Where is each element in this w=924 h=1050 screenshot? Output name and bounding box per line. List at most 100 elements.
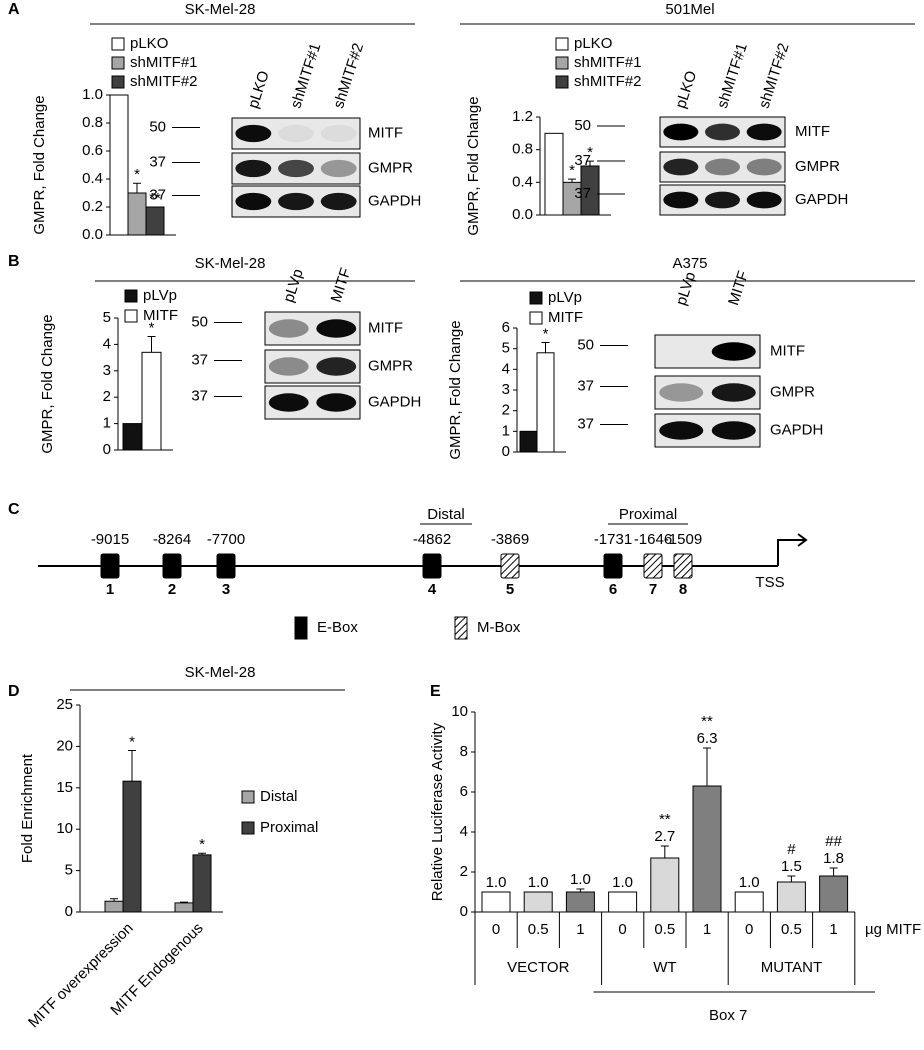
annotation: * bbox=[587, 144, 593, 161]
bar bbox=[565, 891, 595, 913]
group-label: MUTANT bbox=[761, 959, 822, 976]
box-site bbox=[100, 553, 120, 579]
group-label: Box 7 bbox=[709, 1007, 747, 1024]
band-label: GAPDH bbox=[368, 192, 421, 209]
blot-band bbox=[278, 124, 314, 143]
legend-swatch bbox=[529, 291, 543, 305]
x-tick-label: 0.5 bbox=[528, 921, 549, 938]
error-bar bbox=[110, 898, 118, 902]
y-axis-label: Relative Luciferase Activity bbox=[429, 722, 446, 901]
y-tick-label: 1 bbox=[502, 422, 510, 439]
region-label: Proximal bbox=[619, 506, 677, 523]
y-tick-label: 3 bbox=[103, 362, 111, 379]
y-tick-label: 6 bbox=[502, 319, 510, 336]
site-number: 4 bbox=[428, 581, 437, 598]
blot-band bbox=[705, 158, 740, 176]
blot-band bbox=[705, 191, 740, 209]
legend-swatch bbox=[124, 309, 138, 323]
y-tick-label: 4 bbox=[103, 335, 111, 352]
error-bar bbox=[568, 178, 576, 183]
blot-band bbox=[711, 421, 756, 440]
blot-band bbox=[268, 357, 309, 376]
error-bar bbox=[133, 182, 141, 193]
bar bbox=[819, 875, 849, 913]
y-axis-label: GMPR, Fold Change bbox=[465, 96, 482, 235]
legend-swatch bbox=[555, 37, 569, 51]
panel-label: D bbox=[8, 683, 20, 700]
y-tick-label: 0 bbox=[460, 903, 468, 920]
annotation: ** bbox=[149, 190, 161, 207]
y-tick-label: 0.0 bbox=[82, 226, 103, 243]
error-bar bbox=[586, 160, 594, 166]
legend-label: MITF bbox=[143, 307, 178, 324]
legend-swatch bbox=[555, 75, 569, 89]
value-label: 1.8 bbox=[823, 850, 844, 867]
y-tick-label: 0.0 bbox=[512, 206, 533, 223]
legend-swatch bbox=[294, 616, 308, 640]
band-label: MITF bbox=[368, 124, 403, 141]
y-axis-label: GMPR, Fold Change bbox=[447, 320, 464, 459]
lane-label: pLVp bbox=[280, 267, 307, 305]
bar bbox=[122, 423, 143, 451]
group-label: VECTOR bbox=[507, 959, 569, 976]
tss-arrow bbox=[777, 533, 808, 566]
box-site bbox=[422, 553, 442, 579]
site-number: 2 bbox=[168, 581, 176, 598]
legend-label: shMITF#1 bbox=[574, 54, 642, 71]
tss-label: TSS bbox=[755, 574, 784, 591]
bar bbox=[127, 192, 147, 236]
box-site bbox=[162, 553, 182, 579]
bar bbox=[692, 785, 722, 913]
blot-band bbox=[746, 191, 782, 209]
error-bar bbox=[829, 867, 838, 876]
blot-band bbox=[320, 192, 357, 211]
legend-swatch bbox=[454, 616, 468, 640]
legend-label: shMITF#2 bbox=[130, 73, 198, 90]
site-position: -1509 bbox=[664, 531, 702, 548]
lane-label: shMITF#2 bbox=[330, 41, 367, 110]
bar bbox=[192, 854, 212, 913]
band-label: GMPR bbox=[368, 159, 413, 176]
legend-label: Distal bbox=[260, 788, 298, 805]
site-number: 7 bbox=[649, 581, 657, 598]
blot-band bbox=[711, 383, 756, 402]
panel-label: A bbox=[8, 1, 20, 18]
error-bar bbox=[576, 888, 585, 892]
annotation: # bbox=[787, 841, 796, 858]
band-label: MITF bbox=[368, 319, 403, 336]
blot-band bbox=[235, 159, 272, 178]
y-tick-label: 0.2 bbox=[82, 198, 103, 215]
chart-title: SK-Mel-28 bbox=[195, 255, 266, 272]
bar bbox=[145, 206, 165, 236]
site-position: -4862 bbox=[413, 531, 451, 548]
bar bbox=[109, 94, 129, 236]
panel-label: E bbox=[430, 683, 441, 700]
legend-label: M-Box bbox=[477, 619, 521, 636]
bar bbox=[776, 881, 806, 913]
blot-band bbox=[278, 192, 314, 211]
annotation: * bbox=[129, 734, 135, 751]
blot-band bbox=[320, 124, 357, 143]
lane-label: shMITF#1 bbox=[714, 41, 751, 110]
blot-band bbox=[316, 357, 357, 376]
error-bar bbox=[703, 747, 711, 786]
box-site bbox=[643, 553, 663, 579]
blot-band bbox=[746, 123, 782, 141]
bar bbox=[519, 430, 538, 453]
error-bar bbox=[180, 901, 188, 903]
site-number: 3 bbox=[222, 581, 230, 598]
bar bbox=[481, 891, 511, 913]
chart-title: SK-Mel-28 bbox=[185, 664, 256, 681]
value-label: 2.7 bbox=[654, 828, 675, 845]
legend-swatch bbox=[111, 75, 125, 89]
legend-label: Proximal bbox=[260, 819, 318, 836]
y-tick-label: 0.8 bbox=[82, 114, 103, 131]
site-number: 8 bbox=[679, 581, 687, 598]
legend-label: pLKO bbox=[130, 35, 168, 52]
bar bbox=[141, 351, 162, 451]
x-tick-label: 0 bbox=[492, 921, 500, 938]
y-tick-label: 8 bbox=[460, 743, 468, 760]
site-position: -1731 bbox=[594, 531, 632, 548]
error-bar bbox=[541, 341, 550, 353]
